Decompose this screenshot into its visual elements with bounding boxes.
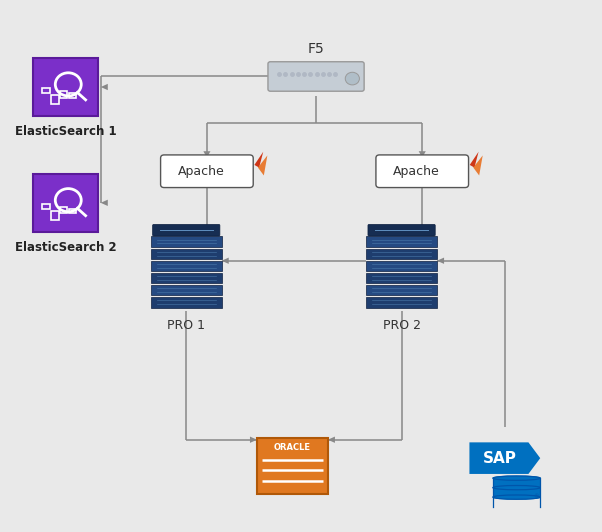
- Text: ORACLE: ORACLE: [274, 443, 311, 452]
- FancyBboxPatch shape: [257, 438, 328, 494]
- Ellipse shape: [493, 495, 540, 499]
- FancyBboxPatch shape: [161, 155, 253, 188]
- Bar: [366, 236, 437, 247]
- Bar: [366, 248, 437, 259]
- Bar: [151, 285, 222, 295]
- Ellipse shape: [493, 476, 540, 480]
- Polygon shape: [470, 443, 540, 474]
- Bar: [493, 488, 540, 497]
- Text: SAP: SAP: [483, 451, 517, 466]
- Text: PRO 1: PRO 1: [167, 319, 205, 332]
- FancyBboxPatch shape: [368, 225, 435, 236]
- Bar: [69, 93, 76, 97]
- Ellipse shape: [493, 486, 540, 490]
- Polygon shape: [328, 437, 335, 443]
- Bar: [493, 478, 540, 488]
- Bar: [366, 261, 437, 271]
- Bar: [151, 297, 222, 307]
- FancyBboxPatch shape: [376, 155, 468, 188]
- Text: ®: ®: [533, 495, 538, 500]
- Polygon shape: [255, 152, 263, 168]
- Text: PRO 2: PRO 2: [383, 319, 421, 332]
- Text: ElasticSearch 2: ElasticSearch 2: [14, 241, 116, 254]
- Polygon shape: [101, 200, 108, 206]
- FancyBboxPatch shape: [268, 62, 364, 91]
- Bar: [366, 297, 437, 307]
- Text: Apache: Apache: [178, 165, 225, 178]
- Bar: [51, 95, 58, 104]
- Bar: [51, 211, 58, 220]
- Text: F5: F5: [308, 42, 324, 56]
- Bar: [60, 207, 67, 213]
- Bar: [151, 236, 222, 247]
- Text: Apache: Apache: [393, 165, 439, 178]
- Bar: [151, 261, 222, 271]
- Polygon shape: [203, 226, 211, 232]
- Bar: [151, 248, 222, 259]
- Bar: [42, 88, 50, 93]
- Polygon shape: [101, 84, 108, 90]
- Polygon shape: [419, 151, 426, 157]
- Bar: [60, 91, 67, 97]
- Polygon shape: [250, 437, 257, 443]
- Polygon shape: [222, 257, 229, 264]
- Bar: [42, 204, 50, 209]
- Polygon shape: [419, 226, 426, 232]
- Polygon shape: [203, 151, 211, 157]
- Bar: [366, 273, 437, 284]
- Polygon shape: [437, 257, 444, 264]
- FancyBboxPatch shape: [33, 174, 98, 232]
- Polygon shape: [258, 155, 267, 176]
- Circle shape: [345, 72, 359, 85]
- Polygon shape: [473, 155, 483, 176]
- Bar: [69, 209, 76, 213]
- Polygon shape: [470, 152, 479, 168]
- Text: ElasticSearch 1: ElasticSearch 1: [14, 126, 116, 138]
- FancyBboxPatch shape: [153, 225, 220, 236]
- FancyBboxPatch shape: [33, 58, 98, 116]
- Bar: [151, 273, 222, 284]
- Bar: [366, 285, 437, 295]
